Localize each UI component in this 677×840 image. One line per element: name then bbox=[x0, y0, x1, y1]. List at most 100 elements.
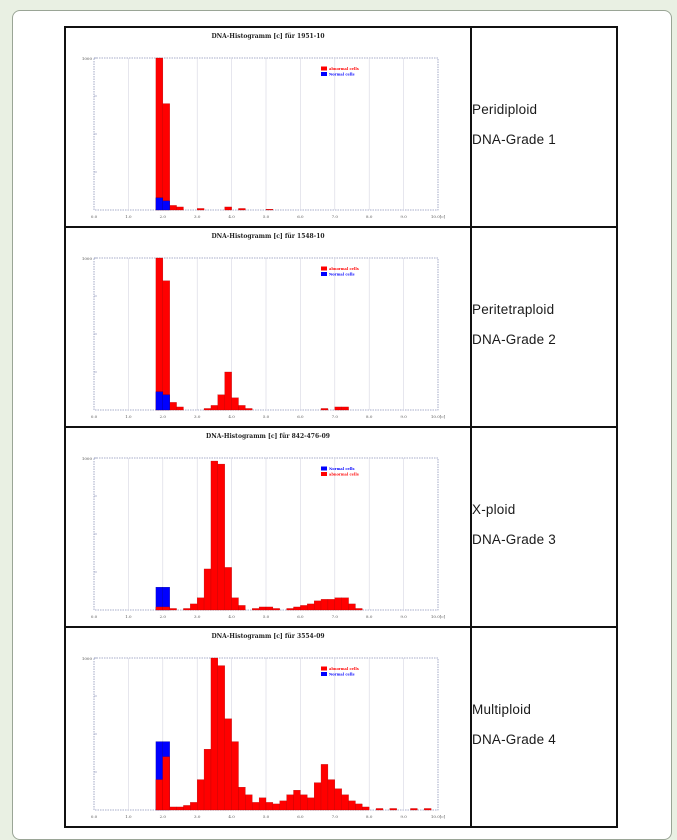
table-row: DNA-Histogramm [c] für 1548-10 0.0 1.0 2.0 3… bbox=[64, 226, 618, 428]
x-tick-label: 8.0 bbox=[366, 614, 373, 619]
histogram-bar bbox=[348, 800, 356, 811]
histogram-bar bbox=[176, 406, 184, 411]
x-tick-label: 3.0 bbox=[194, 214, 201, 219]
x-tick-label: 8.0 bbox=[366, 214, 373, 219]
histogram-bar bbox=[162, 200, 170, 211]
histogram-bar bbox=[224, 567, 232, 611]
x-tick-label: 3.0 bbox=[194, 614, 201, 619]
y-tick-label: 1000 bbox=[82, 656, 93, 661]
histogram-bar bbox=[224, 371, 232, 411]
chart-title: DNA-Histogramm [c] für 842-476-09 bbox=[206, 433, 330, 440]
histogram-bar bbox=[252, 802, 260, 811]
histogram-bar bbox=[258, 606, 267, 611]
histogram-bar bbox=[217, 463, 225, 611]
x-tick-label: 2.0 bbox=[160, 814, 167, 819]
histogram-bar bbox=[300, 605, 308, 611]
histogram-bar bbox=[272, 608, 280, 611]
histogram-bar bbox=[238, 405, 246, 411]
histogram-bar bbox=[307, 797, 315, 811]
x-tick-label: 1.0 bbox=[125, 214, 132, 219]
table-row: DNA-Histogramm [c] für 1951-10 0.0 1.0 2.0 3… bbox=[64, 26, 618, 228]
histogram-chart: DNA-Histogramm [c] für 1951-10 0.0 1.0 2.0 3… bbox=[82, 33, 446, 219]
x-tick-label: 5.0 bbox=[263, 414, 270, 419]
histogram-bar bbox=[286, 608, 294, 611]
histogram-bar bbox=[162, 103, 170, 211]
label-cell: Peritetraploid DNA-Grade 2 bbox=[470, 226, 618, 428]
histogram-bar bbox=[272, 803, 280, 811]
x-tick-label: 2.0 bbox=[160, 214, 167, 219]
x-tick-label: 8.0 bbox=[366, 414, 373, 419]
histogram-bar bbox=[183, 608, 191, 611]
legend-label: abnormal cells bbox=[329, 473, 359, 477]
x-tick-label: 0.0 bbox=[91, 214, 98, 219]
legend-label: Normal cells bbox=[329, 673, 355, 677]
x-tick-label: 10.0[c] bbox=[431, 214, 446, 219]
histogram-bar bbox=[320, 408, 329, 411]
histogram-bar bbox=[245, 408, 253, 411]
ploidy-label: Multiploid bbox=[472, 702, 532, 717]
histogram-bar bbox=[176, 206, 184, 211]
x-tick-label: 5.0 bbox=[263, 214, 270, 219]
dna-grade-label: DNA-Grade 3 bbox=[472, 532, 556, 547]
histogram-bar bbox=[210, 657, 218, 811]
legend-swatch bbox=[321, 266, 327, 271]
legend-swatch bbox=[321, 672, 327, 676]
histogram-bar bbox=[327, 599, 335, 611]
legend-swatch bbox=[321, 272, 327, 276]
legend-label: Normal cells bbox=[329, 467, 355, 471]
histogram-bar bbox=[286, 794, 294, 811]
histogram-bar bbox=[424, 808, 432, 811]
x-tick-label: 9.0 bbox=[400, 214, 407, 219]
x-tick-label: 10.0[c] bbox=[431, 614, 446, 619]
histogram-bar bbox=[231, 397, 239, 411]
legend-label: abnormal cells bbox=[329, 67, 359, 71]
histogram-bar bbox=[155, 257, 163, 411]
histogram-bar bbox=[169, 402, 177, 411]
histogram-bar bbox=[375, 808, 384, 811]
histogram-bar bbox=[217, 665, 225, 811]
histogram-bar bbox=[155, 587, 163, 611]
label-cell: X-ploid DNA-Grade 3 bbox=[470, 426, 618, 628]
chart-title: DNA-Histogramm [c] für 3554-09 bbox=[211, 633, 324, 640]
x-tick-label: 7.0 bbox=[332, 214, 339, 219]
histogram-bar bbox=[348, 603, 356, 611]
histogram-bar bbox=[217, 394, 225, 411]
histogram-bar bbox=[362, 806, 370, 811]
histogram-bar bbox=[231, 597, 239, 611]
legend-label: Normal cells bbox=[329, 273, 355, 277]
x-tick-label: 5.0 bbox=[263, 814, 270, 819]
legend-swatch bbox=[321, 466, 327, 471]
x-tick-label: 6.0 bbox=[297, 214, 304, 219]
histogram-bar bbox=[162, 394, 170, 411]
histogram-bar bbox=[210, 460, 218, 611]
dna-grade-label: DNA-Grade 4 bbox=[472, 732, 556, 747]
histogram-bar bbox=[341, 406, 349, 411]
x-tick-label: 6.0 bbox=[297, 414, 304, 419]
x-tick-label: 9.0 bbox=[400, 414, 407, 419]
histogram-bar bbox=[210, 405, 218, 411]
histogram-bar bbox=[355, 608, 363, 611]
histogram-bar bbox=[162, 756, 170, 811]
chart-title: DNA-Histogramm [c] für 1548-10 bbox=[211, 233, 324, 240]
histogram-bar bbox=[320, 599, 329, 611]
histogram-bar bbox=[265, 606, 274, 611]
chart-cell: DNA-Histogramm [c] für 1951-10 0.0 1.0 2.0 3… bbox=[64, 26, 472, 228]
histogram-bar bbox=[197, 597, 205, 611]
histogram-bar bbox=[279, 800, 287, 811]
x-tick-label: 4.0 bbox=[228, 414, 235, 419]
histogram-bar bbox=[245, 794, 253, 811]
histogram-bar bbox=[341, 597, 349, 611]
legend-label: abnormal cells bbox=[329, 267, 359, 271]
x-tick-label: 3.0 bbox=[194, 814, 201, 819]
x-tick-label: 8.0 bbox=[366, 814, 373, 819]
x-tick-label: 0.0 bbox=[91, 614, 98, 619]
histogram-bar bbox=[334, 406, 342, 411]
histogram-bar bbox=[203, 568, 212, 611]
y-tick-label: 1000 bbox=[82, 256, 93, 261]
ploidy-label: X-ploid bbox=[472, 502, 516, 517]
x-tick-label: 7.0 bbox=[332, 414, 339, 419]
histogram-bar bbox=[252, 608, 260, 611]
label-cell: Multiploid DNA-Grade 4 bbox=[470, 626, 618, 828]
histogram-bar bbox=[327, 779, 335, 811]
x-tick-label: 7.0 bbox=[332, 814, 339, 819]
